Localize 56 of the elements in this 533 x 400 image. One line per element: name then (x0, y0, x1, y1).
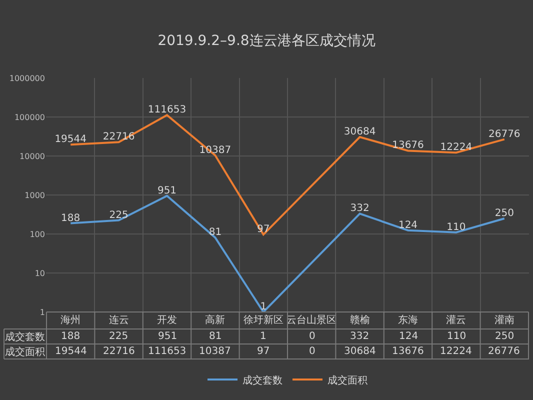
data-label: 26776 (488, 346, 520, 357)
y-tick-label: 100 (30, 230, 45, 239)
text: 188 (61, 212, 80, 224)
text: 111653 (148, 104, 186, 116)
data-label: 332 (350, 331, 370, 342)
y-tick-label: 1000000 (9, 74, 45, 83)
data-label: 81 (209, 331, 222, 342)
text: 0 (309, 331, 316, 342)
text: 13676 (392, 140, 424, 152)
text: 成交套数 (5, 332, 45, 343)
text: 110 (446, 222, 466, 233)
text: 250 (494, 208, 514, 219)
y-tick-label: 10 (34, 268, 45, 278)
text: 124 (398, 220, 418, 231)
text: 0 (309, 346, 316, 357)
data-label: 250 (495, 331, 514, 342)
data-label: 951 (158, 331, 178, 342)
text: 332 (350, 203, 370, 214)
text: 19544 (54, 134, 87, 146)
text: 12224 (440, 142, 472, 154)
text: 225 (109, 210, 128, 221)
legend-label: 成交套数 (242, 374, 282, 386)
data-label: 12224 (440, 346, 472, 357)
x-tick-label: 灌云 (446, 314, 466, 326)
x-tick-label: 高新 (205, 314, 226, 326)
text: 951 (157, 185, 177, 196)
text: 81 (208, 227, 222, 238)
y-tick-label: 10000 (20, 152, 45, 161)
x-tick-label: 赣榆 (350, 314, 370, 326)
data-label: 19544 (55, 346, 87, 357)
y-tick-label: 1 (40, 308, 45, 317)
text: 26776 (488, 128, 520, 140)
x-tick-label: 开发 (157, 315, 177, 326)
data-label: 188 (61, 331, 80, 342)
data-label: 97 (257, 346, 270, 357)
x-tick-label: 徐圩新区 (243, 314, 284, 326)
y-tick-label: 1000 (24, 190, 45, 200)
data-label: 30684 (344, 346, 376, 357)
x-tick-label: 连云 (108, 314, 129, 326)
data-label: 1 (260, 331, 266, 342)
x-tick-label: 云台山景区 (286, 314, 337, 326)
data-label: 110 (447, 331, 466, 342)
data-label: 22716 (103, 346, 135, 357)
data-label: 13676 (392, 346, 424, 357)
legend-label: 成交面积 (328, 374, 368, 386)
text: 成交面积 (5, 347, 45, 358)
chart-title: 2019.9.2–9.8连云港各区成交情况 (158, 32, 376, 49)
x-tick-label: 灌南 (494, 314, 514, 326)
y-tick-label: 100000 (14, 112, 45, 122)
x-tick-label: 海州 (60, 314, 81, 326)
data-label: 10387 (199, 346, 231, 357)
data-label: 124 (399, 331, 418, 342)
data-label: 225 (109, 331, 128, 342)
text: 30684 (344, 126, 376, 138)
data-label: 111653 (148, 346, 186, 357)
x-tick-label: 东海 (398, 314, 418, 326)
